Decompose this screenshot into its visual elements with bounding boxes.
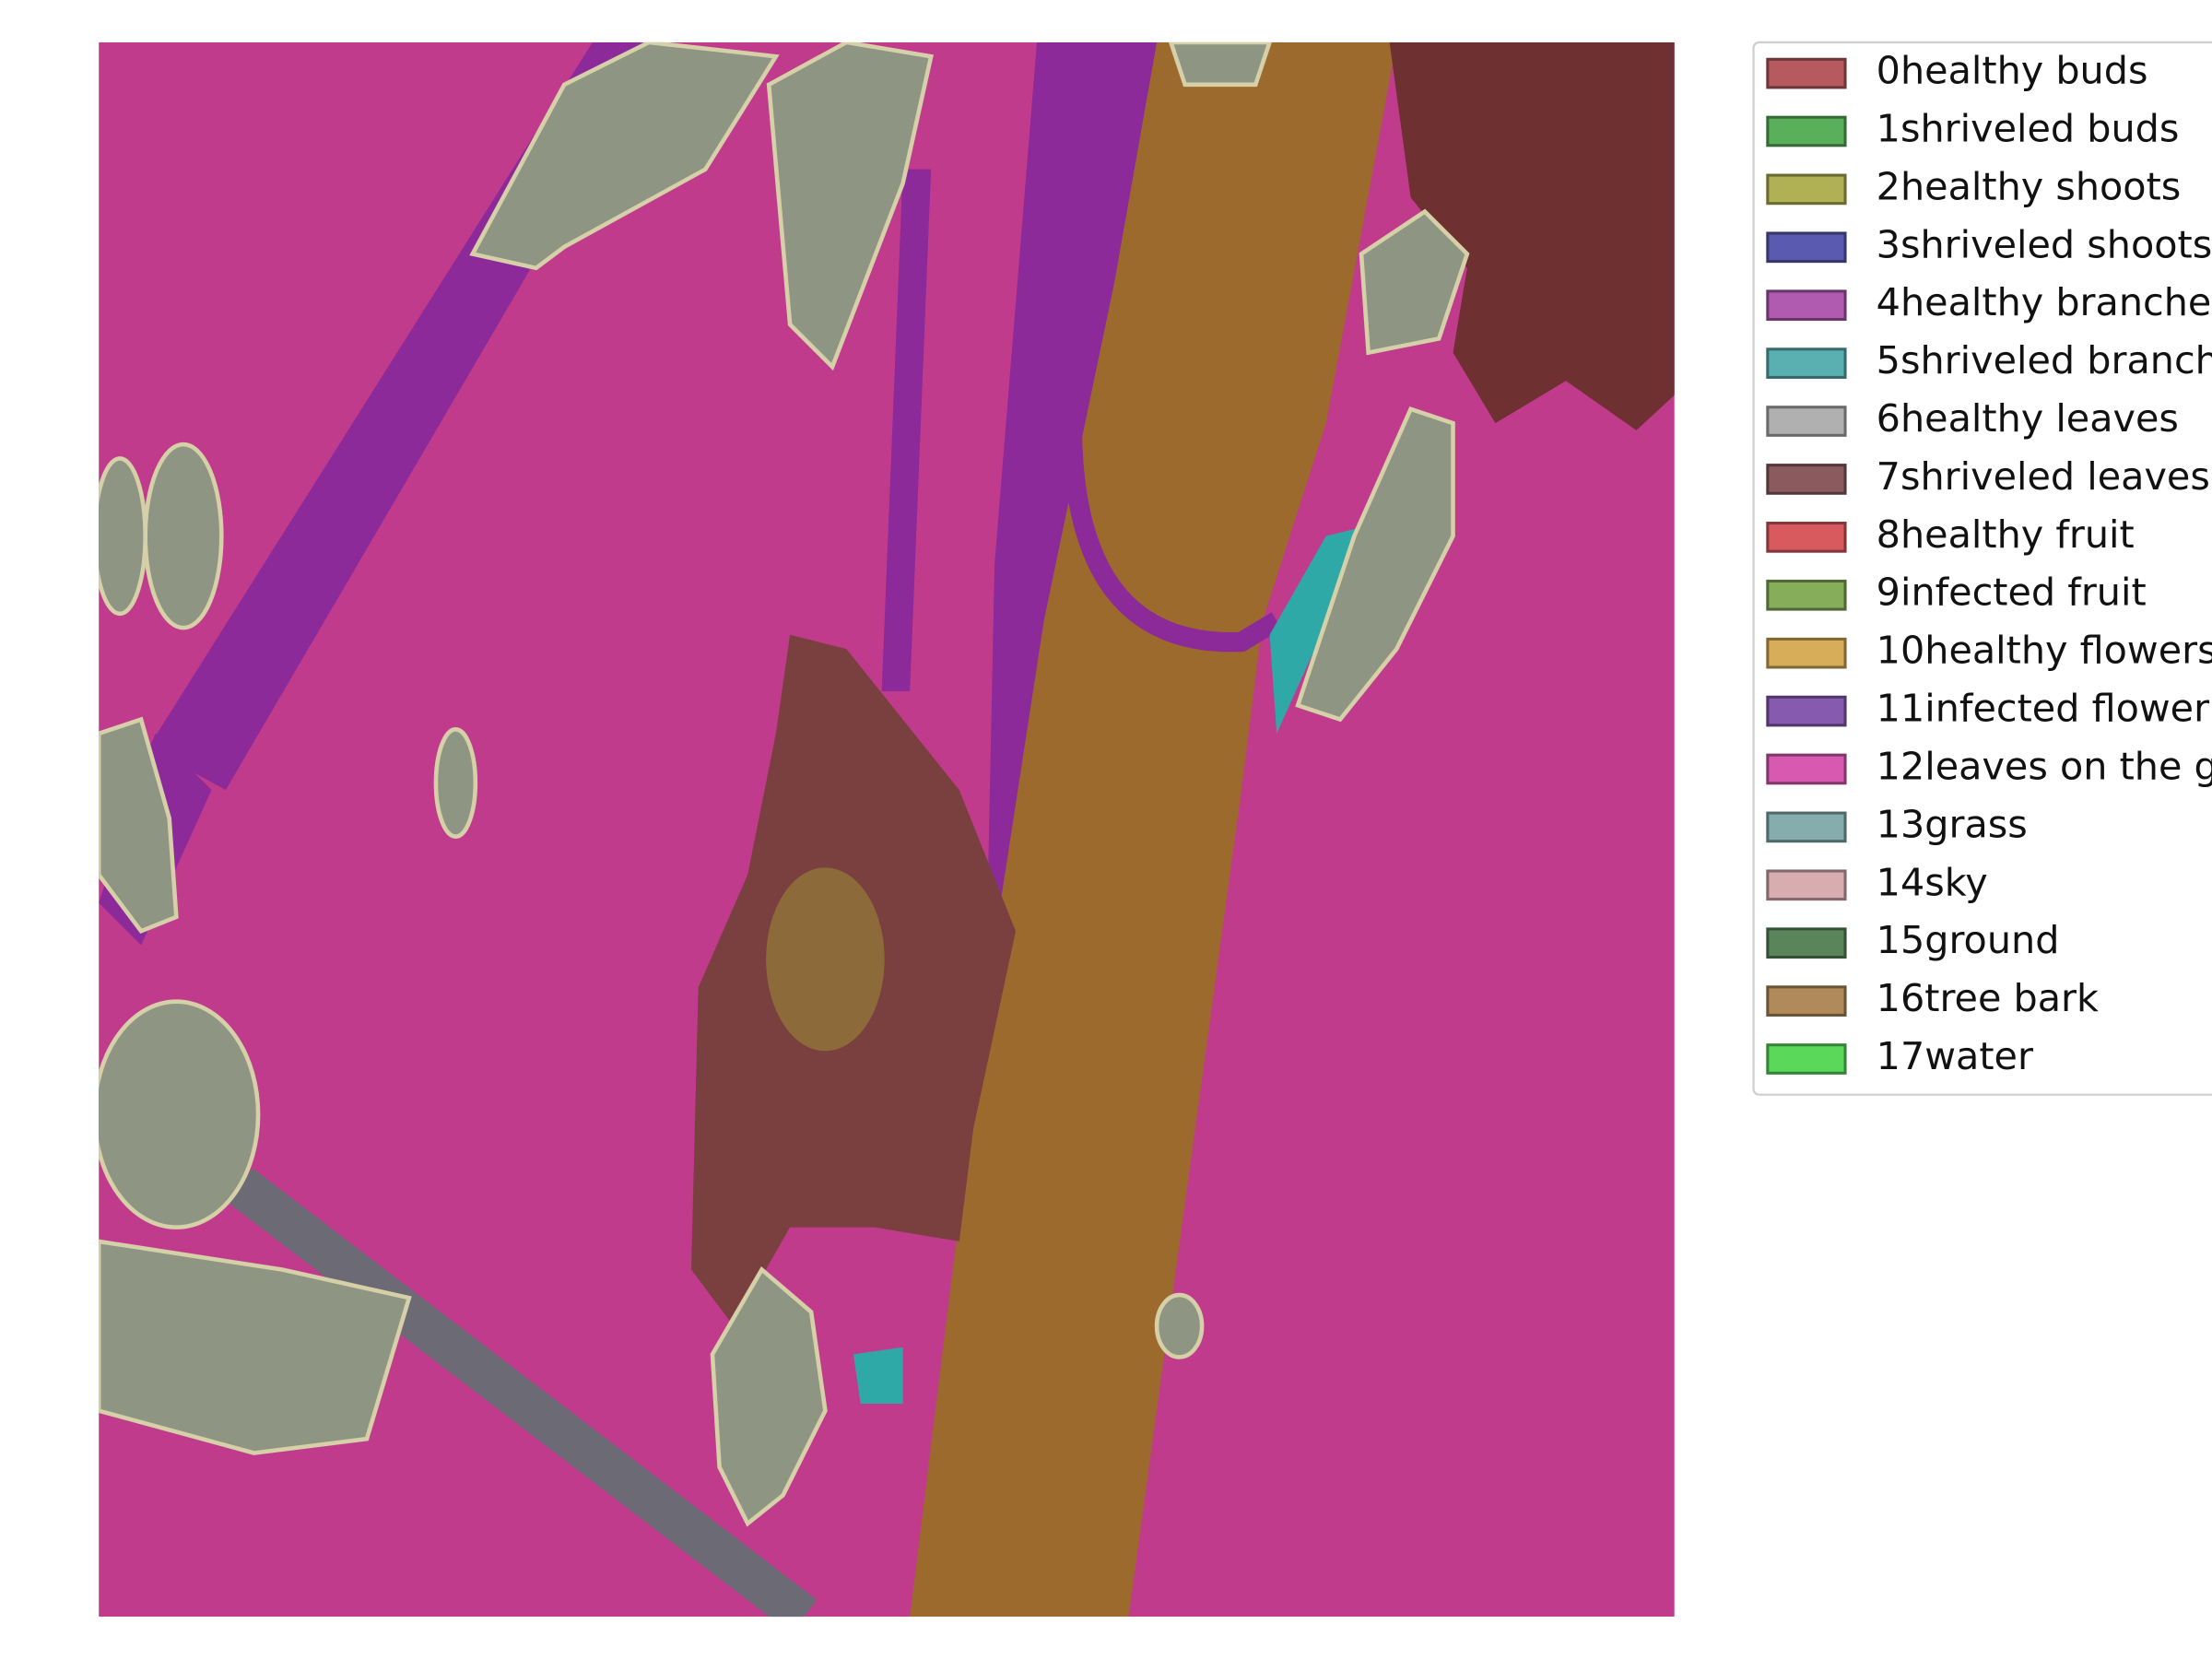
bark-mask [910,41,1397,1618]
legend-swatch [1766,927,1847,959]
legend-label: 15ground [1877,918,2060,962]
legend-swatch [1766,753,1847,785]
legend-label: 7shriveled leaves [1877,454,2210,499]
legend-swatch [1766,464,1847,495]
shoot-mask [1062,423,1282,653]
legend-swatch [1766,811,1847,843]
legend-label: 3shriveled shoots [1877,222,2212,266]
legend-swatch [1766,869,1847,901]
legend-swatch [1766,231,1847,264]
legend-swatch [1766,57,1847,89]
fruit-mask [766,867,885,1052]
shriveled-leaves-mask [1389,41,1675,430]
legend-label: 9infected fruit [1877,571,2147,615]
legend-swatch [1766,115,1847,147]
legend-label: 16tree bark [1877,976,2099,1020]
cyan-mask [853,1347,903,1404]
cyan-mask [1269,522,1382,734]
figure-content: 0healthy buds 1shriveled buds 2healthy sho… [99,41,2212,1618]
legend-label: 1shriveled buds [1877,106,2180,150]
legend-swatch [1766,637,1847,669]
legend-swatch [1766,522,1847,553]
legend-swatch [1766,579,1847,611]
legend-swatch [1766,985,1847,1017]
legend-swatch [1766,289,1847,322]
legend-swatch [1766,695,1847,727]
legend-label: 14sky [1877,860,1988,904]
legend: 0healthy buds 1shriveled buds 2healthy sho… [1752,41,2212,1096]
legend-label: 12leaves on the g [1877,744,2212,788]
legend-label: 8healthy fruit [1877,512,2135,557]
legend-label: 2healthy shoots [1877,164,2182,208]
legend-label: 17water [1877,1034,2033,1078]
segmentation-image [99,41,1675,1618]
legend-label: 0healthy buds [1877,49,2148,93]
legend-frame [1752,41,2212,1096]
legend-label: 10healthy flowers [1877,629,2212,673]
legend-label: 4healthy branche [1877,280,2212,324]
legend-label: 5shriveled branch [1877,338,2212,382]
leaves-mask [99,41,1470,1527]
legend-label: 11infected flower [1877,687,2209,731]
pipe [227,1168,818,1618]
legend-swatch [1766,406,1847,437]
legend-swatch [1766,1043,1847,1075]
legend-label: 6healthy leaves [1877,396,2179,441]
legend-label: 13grass [1877,802,2028,846]
legend-swatch [1766,173,1847,206]
legend-swatch [1766,347,1847,379]
stem-mask [881,169,932,691]
